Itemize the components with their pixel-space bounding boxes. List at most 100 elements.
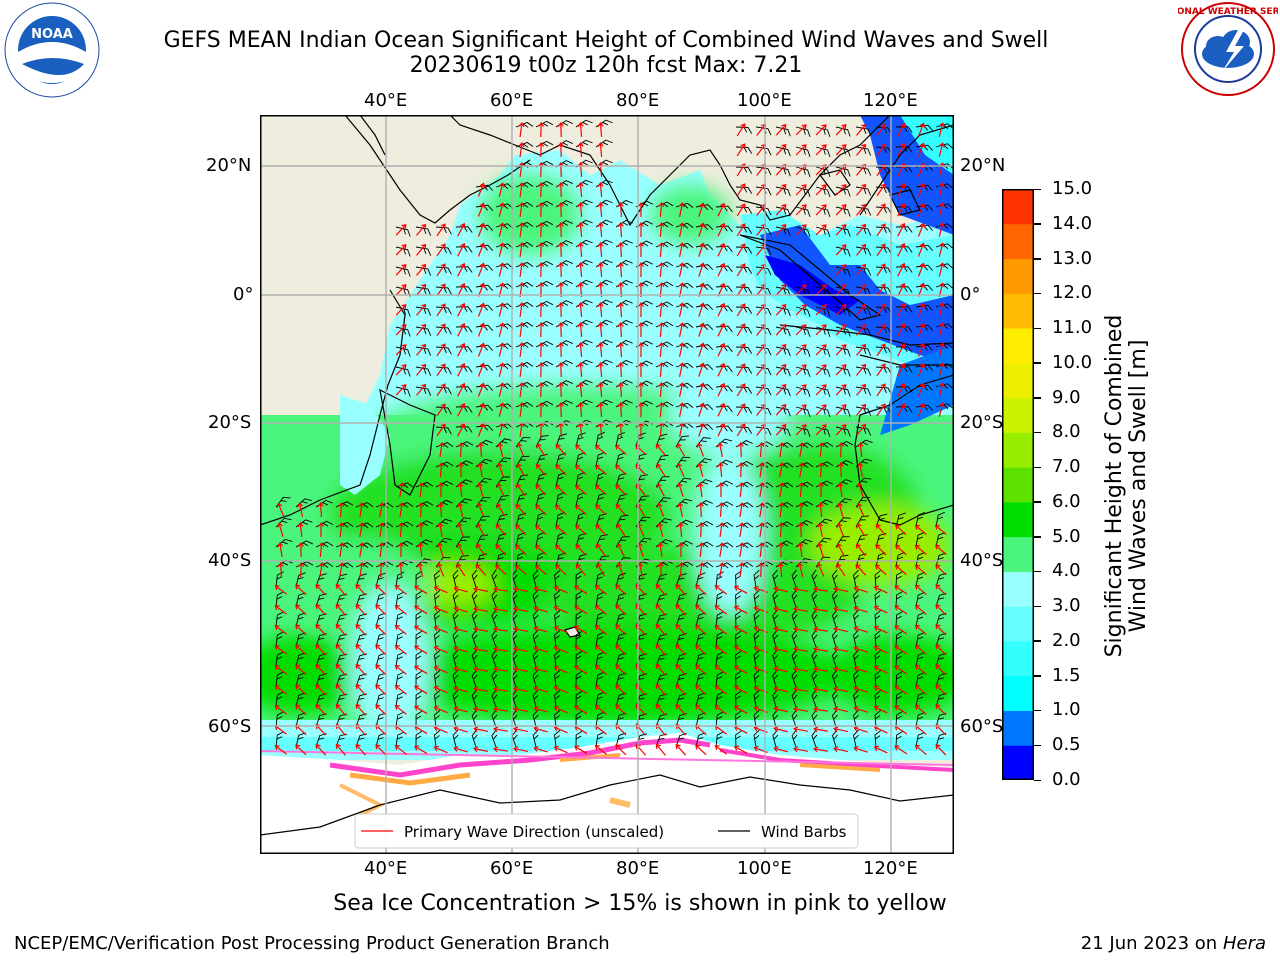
bottom-lon-tick-40e: 40°E <box>364 858 408 879</box>
right-lat-tick-20n: 20°N <box>960 155 1006 176</box>
map-panel: Primary Wave Direction (unscaled) Wind B… <box>260 115 954 854</box>
colorbar-swatch <box>1002 432 1034 468</box>
left-lat-tick-40s: 40°S <box>208 550 252 571</box>
colorbar-tick-mark <box>1034 258 1041 260</box>
colorbar-swatch <box>1002 571 1034 607</box>
right-lat-tick-20s: 20°S <box>960 412 1004 433</box>
colorbar-swatch <box>1002 467 1034 503</box>
nws-logo: NATIONAL WEATHER SERVICE <box>1153 0 1280 98</box>
colorbar-title: Significant Height of Combined Wind Wave… <box>1102 276 1151 696</box>
colorbar-tick-label: 12.0 <box>1052 282 1093 304</box>
colorbar-tick-mark <box>1034 779 1041 781</box>
footer-credit: NCEP/EMC/Verification Post Processing Pr… <box>14 933 610 954</box>
colorbar-swatch <box>1002 328 1034 364</box>
colorbar-tick-mark <box>1034 640 1041 642</box>
left-lat-tick-60s: 60°S <box>208 716 252 737</box>
top-lon-tick-120e: 120°E <box>863 90 918 111</box>
colorbar-swatch <box>1002 536 1034 572</box>
colorbar-swatch <box>1002 258 1034 294</box>
colorbar-tick-label: 1.0 <box>1052 699 1081 721</box>
colorbar-tick-mark <box>1034 431 1041 434</box>
nws-logo-text: NATIONAL WEATHER SERVICE <box>1178 7 1278 17</box>
sea-ice-note: Sea Ice Concentration > 15% is shown in … <box>333 891 947 916</box>
noaa-logo: NOAA <box>4 2 100 98</box>
title-line-1: GEFS MEAN Indian Ocean Significant Heigh… <box>163 28 1049 53</box>
colorbar-swatch <box>1002 745 1034 781</box>
coastlines <box>260 115 954 638</box>
map-legend: Primary Wave Direction (unscaled) Wind B… <box>354 813 859 849</box>
map-frame <box>260 115 954 854</box>
wave-direction-layer <box>274 121 947 756</box>
left-lat-tick-20n: 20°N <box>206 155 252 176</box>
colorbar-swatch <box>1002 710 1034 746</box>
bottom-lon-tick-120e: 120°E <box>863 858 918 879</box>
colorbar-tick-label: 14.0 <box>1052 212 1093 234</box>
colorbar-tick-mark <box>1034 605 1041 608</box>
top-lon-tick-60e: 60°E <box>490 90 534 111</box>
bottom-lon-tick-60e: 60°E <box>490 858 534 879</box>
wave-height-field <box>260 115 954 760</box>
colorbar-tick-label: 0.5 <box>1052 734 1081 756</box>
colorbar-tick-mark <box>1034 536 1041 538</box>
colorbar-tick-mark <box>1034 466 1041 469</box>
bottom-lon-tick-80e: 80°E <box>616 858 660 879</box>
colorbar-swatch <box>1002 397 1034 433</box>
footer-date-text: 21 Jun 2023 on <box>1080 933 1218 954</box>
colorbar-title-line-2: Wind Waves and Swell [m] <box>1126 339 1151 633</box>
colorbar-swatch <box>1002 189 1034 225</box>
top-lon-tick-80e: 80°E <box>616 90 660 111</box>
top-lon-tick-40e: 40°E <box>364 90 408 111</box>
colorbar-tick-mark <box>1034 397 1041 399</box>
colorbar-tick-label: 8.0 <box>1052 421 1081 443</box>
colorbar <box>1002 189 1034 781</box>
colorbar-swatch <box>1002 293 1034 329</box>
colorbar-tick-label: 2.0 <box>1052 629 1081 651</box>
colorbar-tick-label: 13.0 <box>1052 247 1093 269</box>
colorbar-swatch <box>1002 501 1034 538</box>
wave-height-map: Primary Wave Direction (unscaled) Wind B… <box>260 115 954 854</box>
colorbar-tick-mark <box>1034 570 1041 573</box>
colorbar-swatch <box>1002 606 1034 642</box>
colorbar-tick-mark <box>1034 292 1041 295</box>
legend-wave-label: Primary Wave Direction (unscaled) <box>404 823 664 841</box>
top-lon-tick-100e: 100°E <box>737 90 792 111</box>
page-title: GEFS MEAN Indian Ocean Significant Heigh… <box>0 28 1212 78</box>
colorbar-tick-label: 4.0 <box>1052 560 1081 582</box>
colorbar-swatch <box>1002 640 1034 677</box>
right-lat-tick-0: 0° <box>960 284 981 305</box>
footer-machine: Hera <box>1222 933 1266 954</box>
legend-barb-label: Wind Barbs <box>761 823 847 841</box>
bottom-lon-tick-100e: 100°E <box>737 858 792 879</box>
graticule <box>260 115 954 854</box>
colorbar-tick-label: 11.0 <box>1052 317 1093 339</box>
colorbar-title-line-1: Significant Height of Combined <box>1102 314 1127 658</box>
colorbar-tick-label: 1.5 <box>1052 664 1081 686</box>
colorbar-tick-mark <box>1034 188 1041 190</box>
colorbar-tick-label: 5.0 <box>1052 525 1081 547</box>
noaa-logo-text: NOAA <box>31 27 73 42</box>
colorbar-tick-label: 0.0 <box>1052 769 1081 790</box>
colorbar-swatch <box>1002 362 1034 399</box>
colorbar-tick-label: 7.0 <box>1052 456 1081 478</box>
colorbar-tick-label: 10.0 <box>1052 351 1093 373</box>
right-lat-tick-40s: 40°S <box>960 550 1004 571</box>
title-line-2: 20230619 t00z 120h fcst Max: 7.21 <box>409 53 803 78</box>
colorbar-swatch <box>1002 223 1034 260</box>
colorbar-tick-mark <box>1034 362 1041 364</box>
right-lat-tick-60s: 60°S <box>960 716 1004 737</box>
left-lat-tick-20s: 20°S <box>208 412 252 433</box>
colorbar-tick-mark <box>1034 744 1041 747</box>
colorbar-tick-mark <box>1034 501 1041 503</box>
colorbar-tick-mark <box>1034 675 1041 677</box>
left-lat-tick-0: 0° <box>233 284 254 305</box>
colorbar-tick-label: 6.0 <box>1052 490 1081 512</box>
colorbar-tick-label: 15.0 <box>1052 178 1093 199</box>
colorbar-tick-mark <box>1034 709 1041 712</box>
colorbar-tick-mark <box>1034 223 1041 225</box>
colorbar-swatches <box>1002 189 1034 781</box>
footer-date: 21 Jun 2023 on Hera <box>1081 933 1266 954</box>
colorbar-swatch <box>1002 675 1034 711</box>
colorbar-tick-label: 3.0 <box>1052 595 1081 617</box>
colorbar-tick-label: 9.0 <box>1052 386 1081 408</box>
wind-barbs-layer <box>275 119 954 748</box>
